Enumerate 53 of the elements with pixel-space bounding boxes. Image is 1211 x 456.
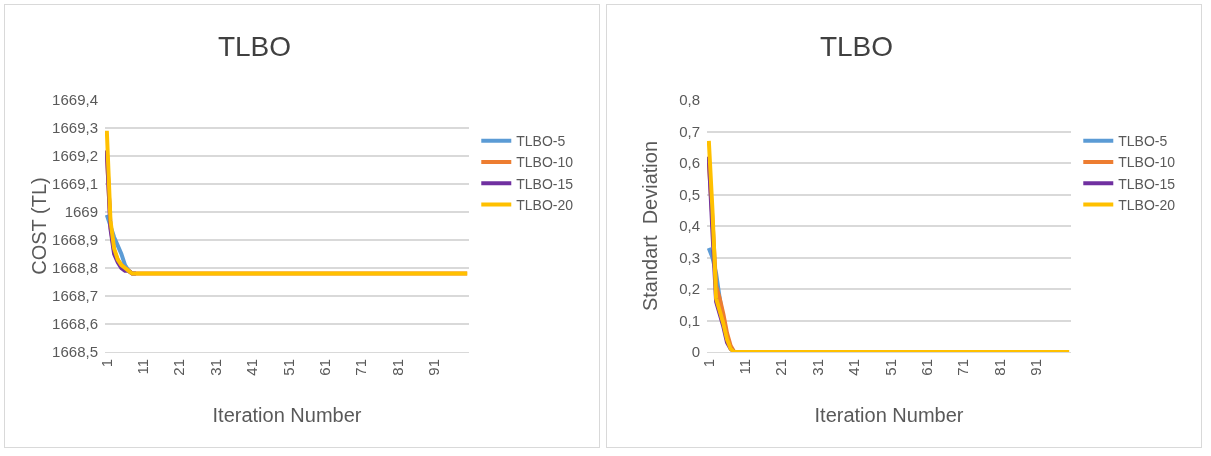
x-tick-label: 61 [316,359,334,376]
y-tick-label: 1669,3 [52,119,98,137]
y-tick-label: 1669,1 [52,175,98,193]
x-tick-label: 41 [243,359,261,376]
legend-label: TLBO-5 [1118,133,1168,150]
x-tick-label: 21 [772,359,790,376]
y-tick-label: 0 [691,343,700,361]
y-tick-label: 0,3 [679,248,700,266]
y-tick-label: 0,2 [679,280,700,298]
y-tick-label: 1668,8 [52,259,98,277]
chart-title: TLBO [217,30,292,62]
x-axis-title: Iteration Number [814,404,964,426]
x-tick-label: 41 [845,359,863,376]
y-tick-label: 1668,7 [52,287,98,305]
legend-label: TLBO-5 [516,133,566,150]
y-tick-label: 0,8 [679,91,700,109]
y-axis-title: Standart Deviation [639,140,661,312]
x-tick-label: 51 [881,359,899,376]
y-tick-label: 1669,4 [52,91,98,109]
x-tick-label: 91 [1027,359,1045,376]
y-tick-label: 0,5 [679,185,700,203]
x-tick-label: 31 [808,359,826,376]
x-tick-label: 81 [990,359,1008,376]
legend-label: TLBO-10 [1118,154,1176,171]
x-tick-label: 91 [425,359,443,376]
legend-label: TLBO-20 [516,196,574,213]
x-tick-label: 11 [134,359,152,375]
y-tick-label: 1668,9 [52,231,98,249]
legend-label: TLBO-15 [516,175,574,192]
y-tick-label: 1668,5 [52,343,98,361]
y-tick-label: 0,6 [679,154,700,172]
x-axis-title: Iteration Number [212,404,362,426]
legend-label: TLBO-15 [1118,175,1176,192]
y-tick-label: 1668,6 [52,315,98,333]
x-tick-label: 11 [736,359,754,375]
legend-label: TLBO-10 [516,154,574,171]
y-axis-title: COST (TL) [28,177,51,275]
x-tick-label: 1 [699,359,717,368]
y-tick-label: 1669,2 [52,147,98,165]
legend-label: TLBO-20 [1118,196,1176,213]
x-tick-label: 31 [206,359,224,376]
x-tick-label: 61 [918,359,936,376]
y-tick-label: 0,1 [679,311,700,329]
x-tick-label: 21 [170,359,188,376]
x-tick-label: 71 [352,359,370,376]
chart-title: TLBO [819,30,894,62]
y-tick-label: 0,4 [679,217,700,235]
x-tick-label: 71 [954,359,972,376]
x-tick-label: 51 [279,359,297,376]
y-tick-label: 0,7 [679,122,700,140]
y-tick-label: 1669 [64,203,98,221]
x-tick-label: 1 [97,359,115,368]
x-tick-label: 81 [388,359,406,376]
